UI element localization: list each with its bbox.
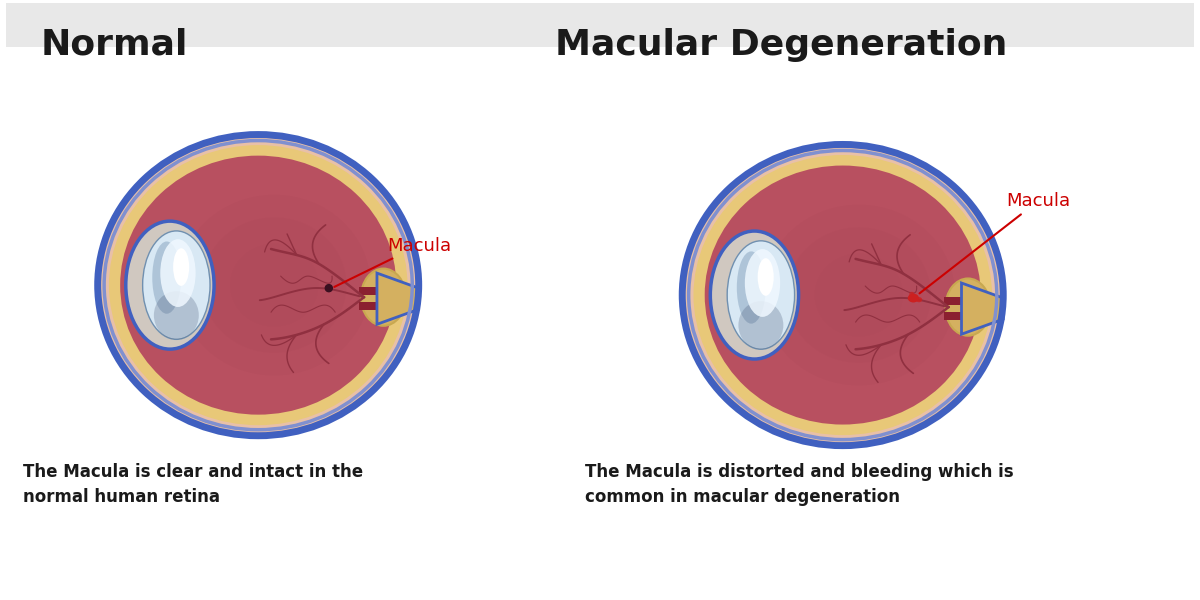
Bar [944, 298, 1000, 305]
Bar [944, 313, 1000, 320]
Ellipse shape [120, 155, 396, 415]
Ellipse shape [143, 231, 210, 340]
Text: The Macula is distorted and bleeding which is
common in macular degeneration: The Macula is distorted and bleeding whi… [586, 463, 1014, 506]
Ellipse shape [161, 239, 196, 307]
Ellipse shape [738, 301, 784, 349]
Ellipse shape [202, 217, 347, 353]
Text: The Macula is clear and intact in the
normal human retina: The Macula is clear and intact in the no… [23, 463, 364, 506]
Text: Macula: Macula [335, 236, 451, 287]
Ellipse shape [173, 248, 190, 286]
Polygon shape [377, 273, 419, 324]
Ellipse shape [178, 195, 371, 376]
Ellipse shape [126, 221, 214, 349]
Ellipse shape [745, 249, 780, 317]
Polygon shape [961, 283, 1003, 334]
Ellipse shape [907, 293, 919, 302]
Text: Normal: Normal [41, 28, 187, 62]
Ellipse shape [815, 254, 902, 337]
Ellipse shape [946, 278, 990, 336]
Ellipse shape [910, 295, 918, 301]
Ellipse shape [710, 231, 798, 359]
Ellipse shape [786, 227, 931, 363]
Ellipse shape [683, 145, 1003, 446]
Ellipse shape [727, 241, 794, 349]
Ellipse shape [230, 244, 318, 326]
Bar [359, 302, 415, 310]
Text: Macula: Macula [919, 192, 1070, 293]
Ellipse shape [910, 292, 914, 296]
Ellipse shape [737, 251, 766, 323]
Ellipse shape [361, 269, 406, 326]
Text: Macular Degeneration: Macular Degeneration [556, 28, 1008, 62]
Ellipse shape [109, 145, 408, 425]
Bar [6, 3, 1194, 47]
Ellipse shape [152, 241, 181, 314]
Ellipse shape [154, 291, 199, 340]
Ellipse shape [916, 297, 922, 302]
Ellipse shape [97, 134, 419, 436]
Ellipse shape [694, 155, 992, 435]
Ellipse shape [762, 205, 955, 385]
Bar [359, 287, 415, 295]
Ellipse shape [704, 166, 980, 425]
Ellipse shape [911, 296, 916, 300]
Circle shape [325, 284, 332, 292]
Ellipse shape [757, 258, 774, 296]
